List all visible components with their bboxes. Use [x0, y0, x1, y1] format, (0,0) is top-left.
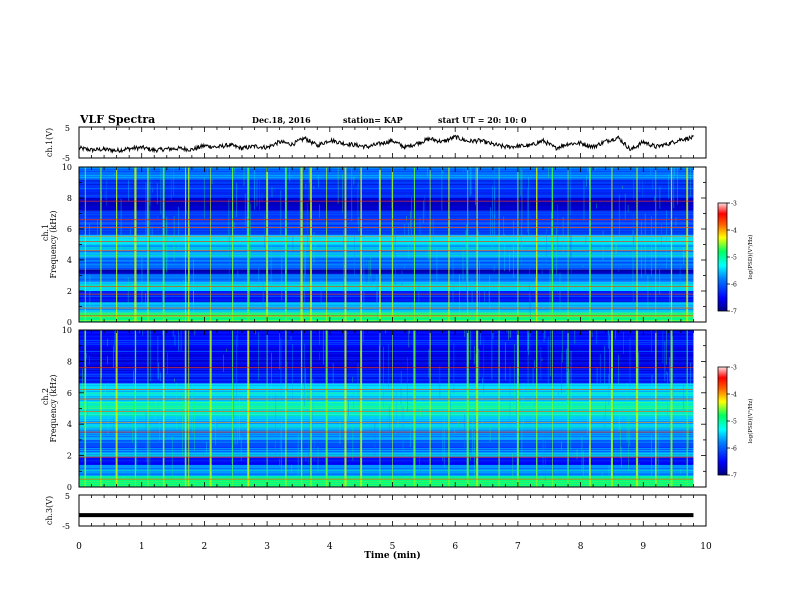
ch1-spectrogram-ytick-label: 8	[67, 194, 72, 203]
ch2-spectrogram-band	[79, 351, 694, 368]
ch1-spectrogram-ytick-label: 2	[67, 287, 72, 296]
ch2-spectrogram-ylabel-channel: ch.2	[41, 388, 50, 405]
ch1-waveform-trace	[78, 134, 694, 154]
ch1-waveform-ylabel: ch.1(V)	[45, 128, 54, 157]
ch1-colorbar-tick-label: -6	[731, 282, 737, 289]
x-tick-label: 3	[264, 542, 270, 552]
ch2-colorbar-tick-label: -5	[731, 419, 737, 426]
ch1-spectrogram-ytick-label: 4	[67, 256, 72, 265]
ch2-spectrogram-ytick-label: 4	[67, 420, 72, 429]
ch2-spectrogram-ytick-label: 6	[67, 389, 72, 398]
ch1-colorbar-label: log(PSD)(V²/Hz)	[747, 235, 754, 280]
ch2-colorbar: -3 -4 -5 -6 -7 log(PSD)(V²/Hz)	[717, 365, 754, 480]
ch1-waveform-panel: 5 -5 ch.1(V)	[45, 124, 707, 163]
ch2-colorbar-tick-label: -7	[731, 473, 737, 480]
x-tick-label: 4	[327, 542, 333, 552]
x-tick-label: 0	[76, 542, 82, 552]
ch1-colorbar-tick-label: -4	[731, 228, 737, 235]
ch2-spectrogram-band	[79, 367, 694, 384]
ch1-colorbar-tick-label: -3	[731, 201, 737, 208]
start-time-label: start UT = 20: 10: 0	[438, 115, 527, 125]
ch1-spectrogram-band	[79, 235, 694, 245]
x-tick-label: 1	[139, 542, 145, 552]
x-tick-label: 2	[202, 542, 208, 552]
ch2-spectrogram-ytick-label: 10	[62, 326, 72, 335]
ch1-spectrogram-ytick-label: 10	[62, 163, 72, 172]
ch2-colorbar-label: log(PSD)(V²/Hz)	[747, 399, 754, 444]
ch1-spectrogram-band	[79, 312, 694, 322]
station-label: station= KAP	[343, 115, 403, 125]
date-label: Dec.18, 2016	[252, 115, 311, 125]
ch2-spectrogram-ylabel: Frequency (kHz)	[49, 374, 58, 442]
ch2-spectrogram-ytick-label: 8	[67, 357, 72, 366]
ch2-spectrogram-ytick-label: 2	[67, 452, 72, 461]
ch1-colorbar-gradient	[717, 202, 728, 312]
x-tick-label: 8	[578, 542, 584, 552]
ch1-colorbar: -3 -4 -5 -6 -7 log(PSD)(V²/Hz)	[717, 201, 754, 316]
x-tick-label: 6	[452, 542, 458, 552]
figure-title: VLF Spectra	[80, 113, 156, 126]
ch3-ytick-label: -5	[62, 522, 70, 531]
ch2-colorbar-tick-label: -4	[731, 392, 737, 399]
ch1-ytick-label: -5	[62, 154, 70, 163]
ch2-colorbar-tick-label: -6	[731, 446, 737, 453]
ch2-spectrogram-band	[79, 330, 694, 352]
ch1-spectrogram-ytick-label: 6	[67, 225, 72, 234]
ch2-colorbar-gradient	[717, 366, 728, 476]
ch1-spectrogram-ylabel-channel: ch.1	[41, 224, 50, 241]
ch2-spectrogram-band	[79, 447, 694, 458]
ch2-spectrogram-ytick-label: 0	[67, 483, 72, 492]
ch1-colorbar-tick-label: -7	[731, 309, 737, 316]
ch3-waveform-ylabel: ch.3(V)	[45, 496, 54, 525]
ch2-spectrogram-panel: 0 2 4 6 8 10 ch.2 Frequency (kHz)	[41, 326, 707, 492]
x-tick-label: 5	[390, 542, 396, 552]
ch3-waveform-panel: 5 -5 ch.3(V) 0 1 2 3 4 5 6 7 8 9 10 Time (min)	[45, 492, 712, 561]
ch1-spectrogram-ytick-label: 0	[67, 318, 72, 327]
x-axis-label: Time (min)	[364, 550, 421, 561]
ch3-ytick-label: 5	[65, 492, 70, 501]
x-tick-label: 7	[515, 542, 521, 552]
ch2-colorbar-tick-label: -3	[731, 365, 737, 372]
ch1-spectrogram-ylabel: Frequency (kHz)	[49, 210, 58, 278]
ch1-spectrogram-band	[79, 269, 694, 274]
ch1-spectrogram-panel: 0 2 4 6 8 10 ch.1 Frequency (kHz)	[41, 163, 707, 327]
ch1-colorbar-tick-label: -5	[731, 255, 737, 262]
x-tick-label: 9	[640, 542, 646, 552]
ch1-ytick-label: 5	[65, 124, 70, 133]
x-tick-label: 10	[700, 542, 712, 552]
